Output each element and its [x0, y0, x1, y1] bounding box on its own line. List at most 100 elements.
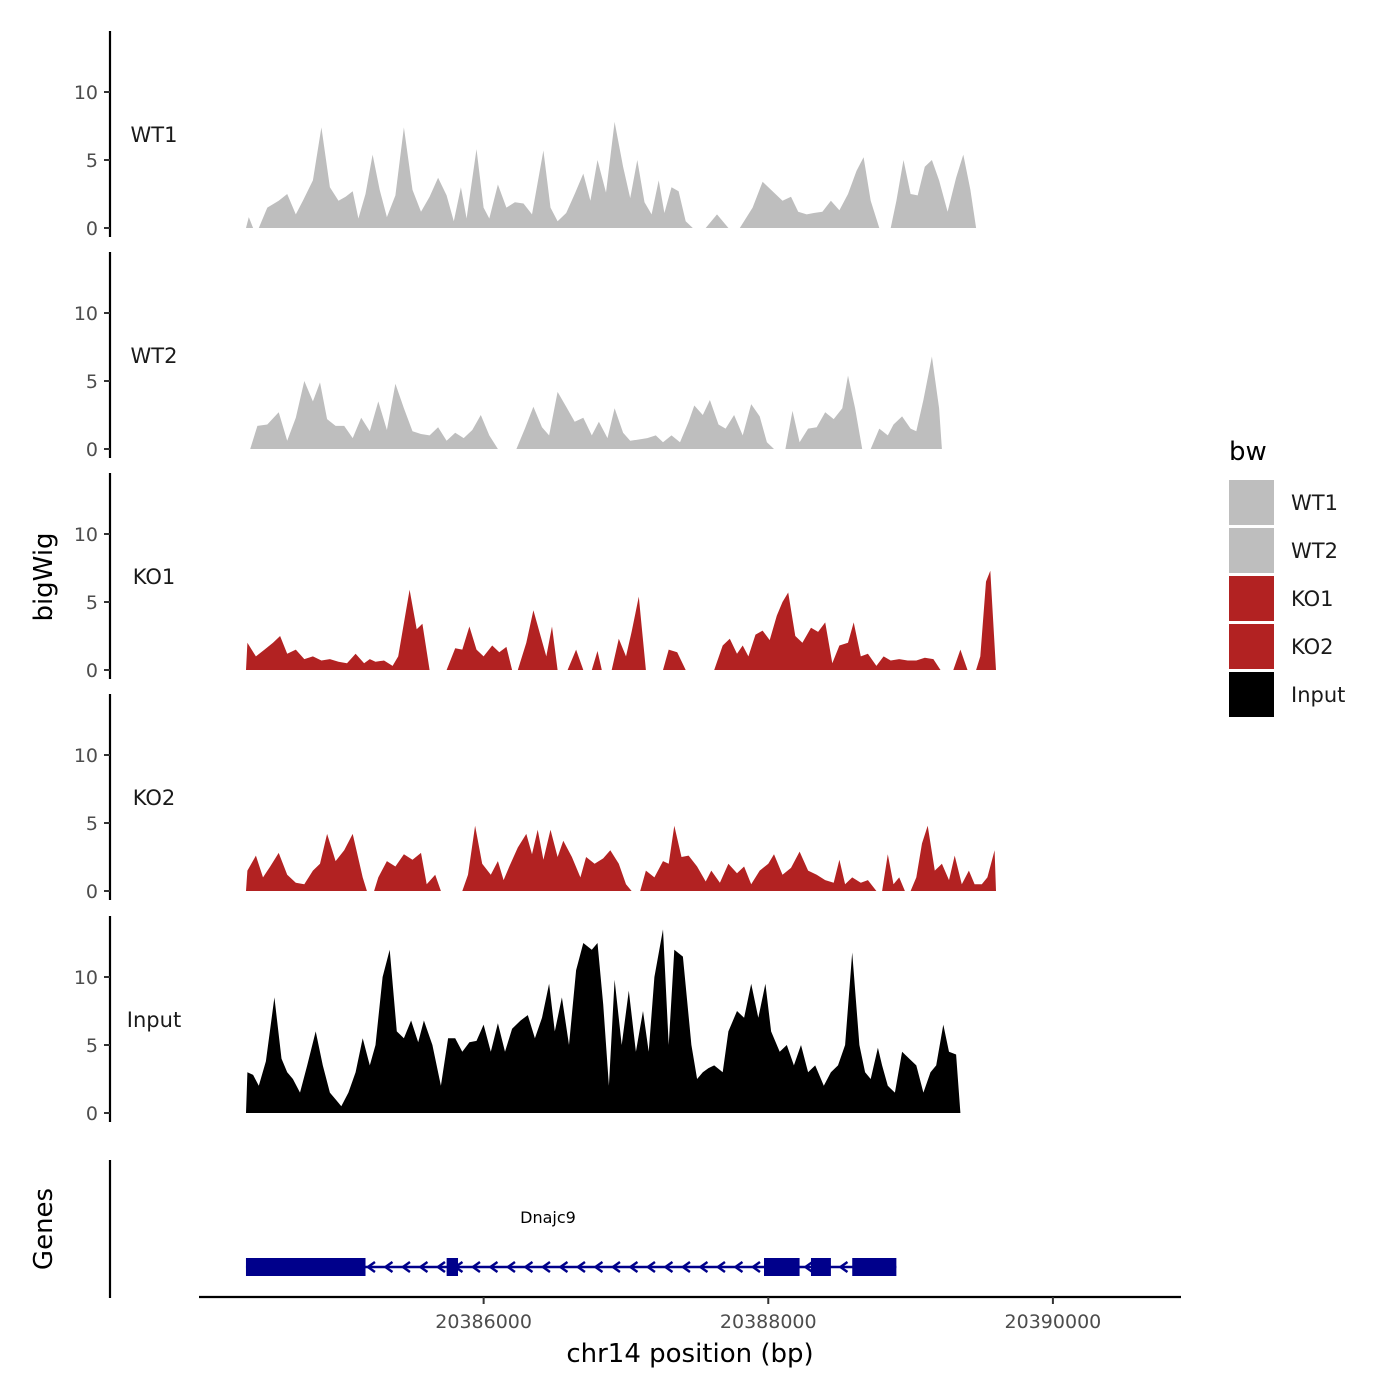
signal-area-ko1	[611, 596, 646, 670]
signal-area-wt1	[258, 121, 693, 228]
gene-exon	[810, 1258, 831, 1276]
strand-arrow	[698, 1260, 709, 1274]
track-label: WT1	[131, 123, 178, 147]
strand-arrow	[470, 1260, 481, 1274]
strand-arrow	[663, 1260, 674, 1274]
y-tick-label: 5	[86, 371, 98, 393]
strand-arrow	[365, 1260, 376, 1274]
y-tick-label: 10	[74, 745, 98, 767]
x-tick-label: 20388000	[720, 1311, 817, 1333]
y-tick-label: 10	[74, 82, 98, 104]
signal-area-wt1	[705, 214, 729, 228]
signal-area-wt1	[246, 217, 254, 228]
legend-key-input	[1229, 672, 1274, 717]
legend-key-ko2	[1229, 624, 1274, 669]
y-tick-label: 10	[74, 967, 98, 989]
strand-arrow	[593, 1260, 604, 1274]
signal-tracks: 0 5 10 WT1 0 5 10 WT2 0 5 10 KO1 0 5 10 KO2 0 5 10 Input	[74, 31, 996, 1125]
signal-area-ko1	[953, 649, 968, 670]
legend-title: bw	[1229, 437, 1267, 467]
signal-area-ko1	[591, 651, 602, 670]
signal-area-wt1	[890, 154, 977, 228]
strand-arrow	[435, 1260, 446, 1274]
legend-label-input: Input	[1291, 683, 1345, 707]
strand-arrow	[400, 1260, 411, 1274]
y-tick-label: 5	[86, 1035, 98, 1057]
y-tick-label: 0	[86, 660, 98, 682]
y-tick-label: 5	[86, 813, 98, 835]
gene-label: Dnajc9	[520, 1208, 576, 1227]
strand-arrow	[505, 1260, 516, 1274]
signal-area-wt2	[516, 391, 774, 449]
track-label: Input	[127, 1008, 181, 1032]
y-tick-label: 0	[86, 218, 98, 240]
strand-arrow	[750, 1260, 761, 1274]
x-axis: 20386000 20388000 20390000	[199, 1295, 1181, 1333]
y-axis-title: bigWig	[29, 532, 59, 621]
signal-area-ko2	[246, 833, 367, 891]
track-wt2: 0 5 10 WT2	[74, 252, 942, 461]
strand-arrow	[680, 1260, 691, 1274]
signal-area-ko2	[882, 854, 905, 891]
track-ko1: 0 5 10 KO1	[74, 473, 996, 682]
strand-arrow	[418, 1260, 429, 1274]
track-label: WT2	[131, 344, 178, 368]
y-tick-label: 10	[74, 303, 98, 325]
genes-panel-title: Genes	[29, 1188, 59, 1270]
strand-arrow	[645, 1260, 656, 1274]
y-tick-label: 0	[86, 1103, 98, 1125]
strand-arrow	[733, 1260, 744, 1274]
signal-area-ko1	[517, 610, 558, 670]
strand-arrow	[540, 1260, 551, 1274]
legend-label-wt2: WT2	[1291, 539, 1338, 563]
y-tick-label: 5	[86, 150, 98, 172]
signal-area-ko1	[446, 626, 513, 670]
signal-area-ko2	[374, 852, 441, 891]
legend-label-ko2: KO2	[1291, 635, 1334, 659]
legend-label-ko1: KO1	[1291, 587, 1334, 611]
signal-area-ko2	[640, 825, 877, 891]
signal-area-wt2	[785, 375, 863, 449]
y-tick-label: 0	[86, 881, 98, 903]
signal-area-wt2	[870, 356, 942, 449]
strand-arrow	[715, 1260, 726, 1274]
strand-arrow	[488, 1260, 499, 1274]
track-input: 0 5 10 Input	[74, 916, 961, 1125]
x-tick-label: 20386000	[435, 1311, 532, 1333]
legend-key-wt2	[1229, 528, 1274, 573]
signal-area-ko2	[462, 825, 632, 891]
track-label: KO1	[133, 565, 176, 589]
signal-area-wt2	[250, 381, 498, 449]
signal-area-ko1	[976, 570, 996, 670]
signal-area-wt1	[739, 157, 880, 228]
strand-arrow	[803, 1260, 814, 1274]
signal-area-ko2	[910, 825, 996, 891]
legend-label-wt1: WT1	[1291, 491, 1338, 515]
genes-panel: Dnajc9	[108, 1160, 897, 1298]
x-axis-title: chr14 position (bp)	[566, 1339, 813, 1369]
track-ko2: 0 5 10 KO2	[74, 694, 996, 903]
gene-exon	[764, 1258, 800, 1276]
y-tick-label: 10	[74, 524, 98, 546]
gene-exon	[446, 1258, 459, 1276]
strand-arrow	[575, 1260, 586, 1274]
y-tick-label: 0	[86, 439, 98, 461]
legend-key-ko1	[1229, 576, 1274, 621]
strand-arrow	[523, 1260, 534, 1274]
signal-area-ko1	[663, 649, 686, 670]
legend: bw WT1 WT2 KO1 KO2 Input	[1229, 437, 1345, 717]
strand-arrow	[610, 1260, 621, 1274]
gene-exon	[245, 1258, 366, 1276]
y-tick-label: 5	[86, 592, 98, 614]
strand-arrow	[838, 1260, 849, 1274]
strand-arrow	[383, 1260, 394, 1274]
x-tick-label: 20390000	[1005, 1311, 1102, 1333]
gene-exon	[852, 1258, 897, 1276]
signal-area-ko1	[567, 649, 584, 670]
signal-area-ko1	[246, 589, 430, 670]
signal-area-ko1	[714, 592, 941, 670]
signal-area-input	[246, 929, 961, 1113]
strand-arrow	[628, 1260, 639, 1274]
track-wt1: 0 5 10 WT1	[74, 31, 977, 240]
